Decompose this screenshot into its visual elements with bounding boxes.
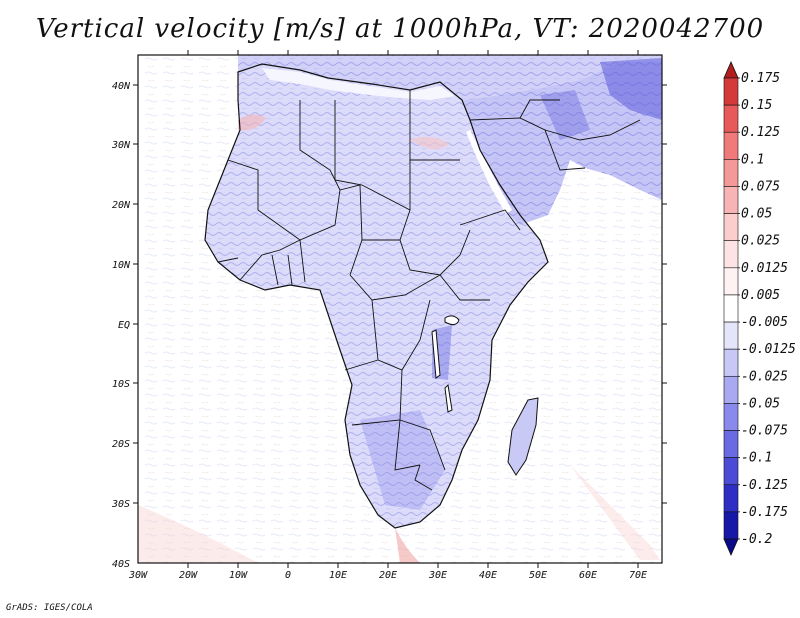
colorbar-segment	[723, 240, 739, 269]
lon-label-20e: 20E	[379, 570, 397, 581]
country-borders	[204, 63, 641, 529]
colorbar-label: -0.025	[741, 369, 788, 384]
lon-label-60e: 60E	[579, 570, 597, 581]
colorbar-label: -0.05	[741, 396, 780, 411]
colorbar-label: -0.005	[741, 315, 788, 330]
colorbar-segment	[723, 321, 739, 350]
lon-label-40e: 40E	[479, 570, 497, 581]
lat-label-eq: EQ	[118, 320, 130, 331]
colorbar-label: -0.2	[741, 532, 772, 547]
colorbar-segment	[723, 104, 739, 133]
lon-label-30w: 30W	[128, 570, 148, 581]
lat-label-10s: 10S	[112, 379, 130, 390]
colorbar-label: 0.15	[741, 98, 772, 113]
colorbar-label: 0.1	[741, 152, 764, 167]
map-title: Vertical velocity [m/s] at 1000hPa, VT: …	[35, 14, 765, 44]
colorbar-segment	[723, 457, 739, 486]
lon-label-10e: 10E	[329, 570, 347, 581]
colorbar-bottom-arrow	[723, 538, 739, 556]
lon-label-30e: 30E	[428, 570, 447, 581]
colorbar-label: 0.175	[741, 71, 780, 86]
lon-label-70e: 70E	[629, 570, 647, 581]
map-plot-area	[138, 55, 662, 563]
colorbar-segment	[723, 77, 739, 106]
lon-label-50e: 50E	[529, 570, 547, 581]
colorbar-label: 0.075	[741, 179, 780, 194]
colorbar-segment	[723, 430, 739, 458]
colorbar-segment	[723, 213, 739, 242]
lon-label-20w: 20W	[179, 570, 198, 581]
colorbar-label: -0.125	[741, 478, 788, 493]
colorbar-label: -0.0125	[741, 342, 796, 357]
colorbar-segment	[723, 375, 739, 404]
colorbar-label: 0.05	[741, 207, 772, 222]
colorbar-label: -0.1	[741, 451, 772, 466]
colorbar-top-arrow	[723, 61, 739, 79]
colorbar-segment	[723, 348, 739, 377]
colorbar-label: 0.005	[741, 288, 780, 303]
madagascar	[507, 397, 539, 476]
lon-label-10w: 10W	[229, 570, 248, 581]
colorbar-label: 0.0125	[741, 261, 788, 276]
colorbar-segment	[723, 403, 739, 431]
plot-frame	[137, 54, 663, 564]
colorbar-label: -0.075	[741, 424, 788, 439]
colorbar-segment	[723, 484, 739, 513]
lon-label-0: 0	[285, 570, 291, 581]
lat-label-30s: 30S	[111, 499, 130, 510]
colorbar-label: 0.125	[741, 125, 780, 140]
colorbar-segment	[723, 511, 739, 540]
lat-label-10n: 10N	[112, 260, 131, 271]
lat-label-30n: 30N	[111, 140, 131, 151]
longitude-axis: 30W 20W 10W 0 10E 20E 30E 40E 50E 60E 70…	[128, 50, 647, 581]
colorbar-segment	[723, 294, 739, 323]
colorbar-segment	[723, 186, 739, 214]
lat-label-20s: 20S	[112, 439, 130, 450]
colorbar-segment	[723, 131, 739, 160]
lat-label-20n: 20N	[112, 200, 131, 211]
colorbar-label: -0.175	[741, 505, 788, 520]
lat-label-40n: 40N	[112, 81, 131, 92]
credit-label: GrADS: IGES/COLA	[6, 603, 93, 613]
colorbar-segment	[723, 267, 739, 296]
lat-label-40s: 40S	[112, 559, 130, 570]
latitude-axis: 40N 30N 20N 10N EQ 10S 20S 30S 40S	[111, 81, 667, 570]
colorbar: 0.175 0.15 0.125 0.1 0.075 0.05 0.025 0.0125 0.0…	[723, 61, 796, 556]
colorbar-segment	[723, 159, 739, 187]
colorbar-label: 0.025	[741, 234, 780, 249]
